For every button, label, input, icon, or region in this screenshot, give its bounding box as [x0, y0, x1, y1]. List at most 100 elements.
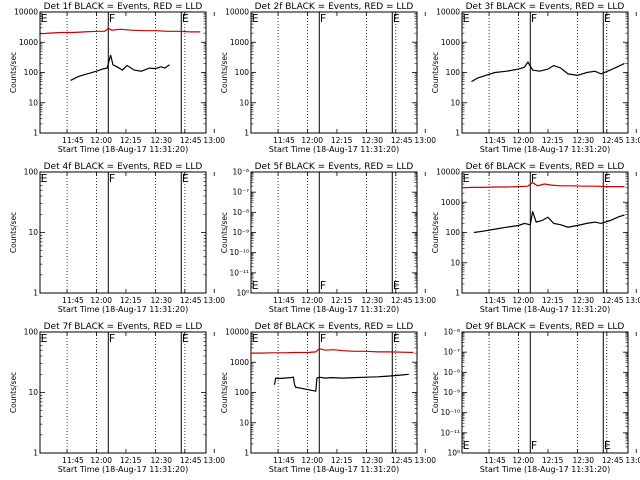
x-tick-label: 11:45 [484, 136, 506, 145]
y-tick-label: 10⁻¹⁰ [440, 408, 460, 417]
x-tick-label: 11:45 [273, 296, 295, 305]
x-tick-label: 13:00 [625, 296, 640, 305]
chart-panel-9: Det 9f BLACK = Events, RED = LLD 10⁰ 10⁻¹¹… [431, 322, 640, 474]
y-tick-label: 10⁻⁸ [232, 208, 249, 217]
y-tick-label: 1 [244, 129, 249, 138]
event-marker-e: E [604, 439, 611, 452]
x-tick-label: 12:30 [361, 296, 383, 305]
event-marker-e: E [41, 12, 48, 25]
y-tick-label: 1 [33, 449, 38, 458]
y-tick-label: 10⁻⁶ [232, 168, 249, 177]
x-tick-label: 12:00 [301, 296, 323, 305]
x-tick-label: 12:45 [391, 296, 413, 305]
y-tick-label: 10 [28, 388, 38, 397]
x-tick-label: 11:45 [62, 136, 84, 145]
event-marker-e: E [463, 439, 470, 452]
x-tick-label: 12:15 [331, 136, 353, 145]
y-tick-label: 10⁻⁹ [443, 388, 460, 397]
event-marker-e: E [393, 12, 400, 25]
events-series-line [70, 54, 170, 81]
event-marker-f: F [320, 279, 326, 292]
x-tick-label: 13:00 [203, 296, 225, 305]
x-tick-label: 12:45 [180, 136, 202, 145]
x-tick-label: 12:30 [572, 296, 594, 305]
chart-title: Det 4f BLACK = Events, RED = LLD [44, 162, 203, 172]
y-tick-label: 10⁻¹⁰ [229, 248, 249, 257]
x-tick-label: 12:30 [150, 136, 172, 145]
lld-series-line [461, 181, 625, 189]
x-tick-label: 11:45 [273, 456, 295, 465]
chart-panel-8: Det 8f BLACK = Events, RED = LLD 1 10 100 10… [220, 322, 436, 474]
y-tick-label: 1000 [230, 358, 249, 367]
y-tick-label: 10000 [436, 8, 460, 17]
y-tick-label: 10 [450, 98, 460, 107]
y-tick-label: 10⁰ [447, 449, 460, 458]
chart-title: Det 7f BLACK = Events, RED = LLD [44, 322, 203, 332]
lld-series-line [39, 27, 201, 35]
x-tick-label: 12:00 [512, 456, 534, 465]
y-tick-label: 100 [446, 228, 461, 237]
y-tick-label: 1000 [230, 38, 249, 47]
y-tick-label: 1 [455, 289, 460, 298]
chart-panel-3: Det 3f BLACK = Events, RED = LLD 1 10 100 10… [431, 2, 640, 154]
x-tick-label: 12:00 [512, 296, 534, 305]
y-tick-label: 10⁰ [236, 289, 249, 298]
event-marker-e: E [252, 279, 259, 292]
events-series-line [471, 60, 625, 83]
x-tick-label: 12:45 [602, 296, 624, 305]
x-tick-label: 12:15 [331, 296, 353, 305]
x-axis-label: Start Time (18-Aug-17 11:31:20) [269, 305, 400, 314]
chart-title: Det 5f BLACK = Events, RED = LLD [255, 162, 414, 172]
event-marker-e: E [41, 332, 48, 345]
y-tick-label: 1 [33, 289, 38, 298]
y-tick-label: 10⁻⁹ [232, 228, 249, 237]
x-axis-label: Start Time (18-Aug-17 11:31:20) [58, 305, 189, 314]
x-tick-label: 12:00 [90, 296, 112, 305]
x-axis-label: Start Time (18-Aug-17 11:31:20) [480, 465, 611, 474]
y-tick-label: 100 [446, 68, 461, 77]
x-tick-label: 13:00 [203, 456, 225, 465]
x-tick-label: 12:30 [361, 456, 383, 465]
event-marker-e: E [182, 12, 189, 25]
y-tick-label: 10⁻⁸ [443, 368, 460, 377]
event-marker-e: E [463, 12, 470, 25]
x-tick-label: 12:30 [572, 136, 594, 145]
event-marker-f: F [320, 12, 326, 25]
y-tick-label: 100 [235, 68, 250, 77]
x-tick-label: 12:00 [90, 136, 112, 145]
y-axis-label: Counts/sec [9, 372, 18, 413]
event-marker-f: F [109, 172, 115, 185]
x-axis-label: Start Time (18-Aug-17 11:31:20) [269, 465, 400, 474]
lld-series-line [251, 348, 414, 354]
x-tick-label: 12:00 [301, 136, 323, 145]
chart-panel-5: Det 5f BLACK = Events, RED = LLD 10⁰ 10⁻¹¹… [220, 162, 436, 314]
chart-title: Det 6f BLACK = Events, RED = LLD [466, 162, 625, 172]
x-tick-label: 11:45 [62, 456, 84, 465]
event-marker-e: E [182, 332, 189, 345]
chart-panel-1: Det 1f BLACK = Events, RED = LLD 1 10 100 10… [9, 2, 225, 154]
y-tick-label: 10000 [225, 8, 249, 17]
chart-title: Det 1f BLACK = Events, RED = LLD [44, 2, 203, 12]
event-marker-e: E [182, 172, 189, 185]
x-tick-label: 12:00 [301, 456, 323, 465]
event-marker-e: E [604, 172, 611, 185]
y-tick-label: 10⁻⁷ [443, 348, 460, 357]
y-tick-label: 1 [455, 129, 460, 138]
y-tick-label: 1000 [441, 198, 460, 207]
x-tick-label: 13:00 [625, 136, 640, 145]
x-tick-label: 13:00 [414, 136, 436, 145]
chart-panel-4: Det 4f BLACK = Events, RED = LLD 1 10 100 11… [9, 162, 225, 314]
y-axis-label: Counts/sec [431, 372, 440, 413]
y-tick-label: 10000 [14, 8, 38, 17]
x-tick-label: 12:00 [90, 456, 112, 465]
event-marker-f: F [109, 332, 115, 345]
event-marker-e: E [393, 279, 400, 292]
event-marker-e: E [41, 172, 48, 185]
x-tick-label: 12:15 [331, 456, 353, 465]
x-tick-label: 12:45 [602, 456, 624, 465]
x-tick-label: 12:15 [120, 136, 142, 145]
chart-title: Det 9f BLACK = Events, RED = LLD [466, 322, 625, 332]
event-marker-f: F [531, 172, 537, 185]
y-tick-label: 100 [24, 328, 39, 337]
y-tick-label: 10000 [225, 328, 249, 337]
